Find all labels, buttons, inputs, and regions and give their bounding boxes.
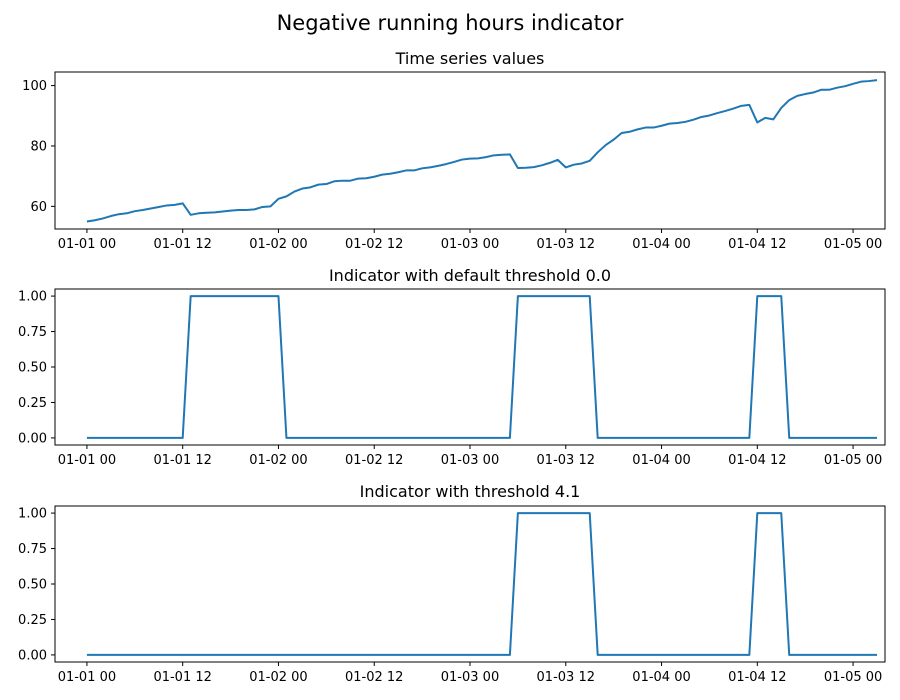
y-tick-label: 0.50 bbox=[18, 578, 47, 593]
y-tick-label: 0.25 bbox=[18, 396, 47, 411]
x-tick-label: 01-03 12 bbox=[537, 453, 595, 468]
x-tick-label: 01-03 00 bbox=[441, 453, 499, 468]
x-tick-label: 01-04 12 bbox=[728, 237, 786, 252]
x-tick-label: 01-02 00 bbox=[249, 453, 307, 468]
x-tick-label: 01-02 12 bbox=[345, 453, 403, 468]
x-tick-label: 01-05 00 bbox=[824, 453, 882, 468]
x-tick-label: 01-01 12 bbox=[153, 670, 211, 685]
plot-area: 01-01 00 01-01 12 01-02 00 01-02 12 01-03 00… bbox=[18, 505, 886, 685]
x-tick-label: 01-02 00 bbox=[249, 237, 307, 252]
axes-frame bbox=[54, 288, 886, 446]
x-tick-label: 01-01 00 bbox=[58, 453, 116, 468]
subplot-indicator-threshold: Indicator with threshold 4.1 01-01 00 01-… bbox=[18, 482, 886, 685]
y-tick-label: 0.50 bbox=[18, 361, 47, 376]
y-tick-label: 100 bbox=[22, 79, 47, 94]
y-tick-label: 0.25 bbox=[18, 613, 47, 628]
plot-area: 01-01 00 01-01 12 01-02 00 01-02 12 01-03 00… bbox=[22, 71, 886, 252]
x-tick-label: 01-05 00 bbox=[824, 237, 882, 252]
plot-area: 01-01 00 01-01 12 01-02 00 01-02 12 01-03 00… bbox=[18, 288, 886, 468]
x-tick-label: 01-01 12 bbox=[153, 453, 211, 468]
series-line bbox=[86, 512, 878, 656]
x-tick-label: 01-04 12 bbox=[728, 670, 786, 685]
y-tick-label: 1.00 bbox=[18, 290, 47, 305]
x-tick-label: 01-03 12 bbox=[537, 237, 595, 252]
y-tick-label: 1.00 bbox=[18, 507, 47, 522]
subplot-title: Indicator with threshold 4.1 bbox=[360, 482, 581, 501]
x-tick-label: 01-01 00 bbox=[58, 237, 116, 252]
x-tick-label: 01-01 00 bbox=[58, 670, 116, 685]
figure-title: Negative running hours indicator bbox=[277, 11, 624, 35]
y-tick-label: 0.75 bbox=[18, 325, 47, 340]
subplot-title: Time series values bbox=[395, 49, 545, 68]
x-tick-label: 01-04 00 bbox=[632, 670, 690, 685]
x-tick-label: 01-02 12 bbox=[345, 237, 403, 252]
x-tick-label: 01-04 00 bbox=[632, 453, 690, 468]
x-tick-label: 01-05 00 bbox=[824, 670, 882, 685]
x-tick-label: 01-04 00 bbox=[632, 237, 690, 252]
series-line bbox=[86, 295, 878, 439]
y-tick-label: 80 bbox=[30, 139, 47, 154]
y-tick-label: 60 bbox=[30, 200, 47, 215]
y-tick-label: 0.75 bbox=[18, 542, 47, 557]
series-line bbox=[86, 79, 878, 223]
x-tick-label: 01-03 12 bbox=[537, 670, 595, 685]
x-tick-label: 01-04 12 bbox=[728, 453, 786, 468]
x-tick-label: 01-01 12 bbox=[153, 237, 211, 252]
axes-frame bbox=[54, 505, 886, 663]
x-tick-label: 01-02 00 bbox=[249, 670, 307, 685]
x-tick-label: 01-02 12 bbox=[345, 670, 403, 685]
y-tick-label: 0.00 bbox=[18, 431, 47, 446]
subplot-title: Indicator with default threshold 0.0 bbox=[329, 266, 611, 285]
subplot-time-series: Time series values 01-01 00 01-01 12 01-02… bbox=[22, 49, 886, 252]
x-tick-label: 01-03 00 bbox=[441, 670, 499, 685]
axes-frame bbox=[54, 71, 886, 230]
subplot-indicator-default: Indicator with default threshold 0.0 01-… bbox=[18, 266, 886, 468]
x-tick-label: 01-03 00 bbox=[441, 237, 499, 252]
y-tick-label: 0.00 bbox=[18, 648, 47, 663]
